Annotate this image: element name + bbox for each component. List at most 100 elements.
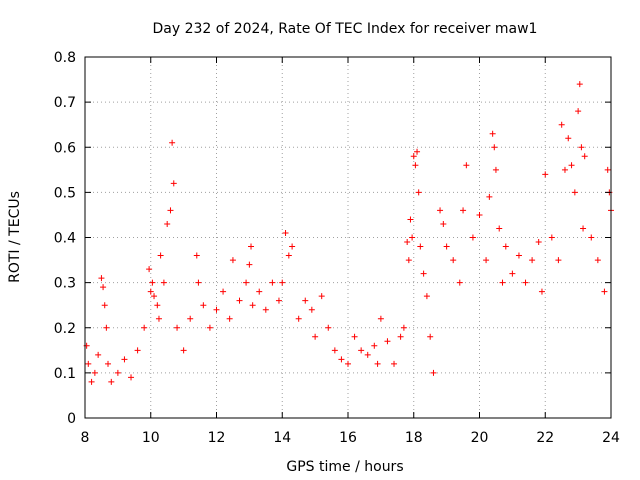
data-point bbox=[371, 342, 378, 349]
data-point bbox=[157, 252, 164, 259]
data-point bbox=[576, 81, 583, 88]
data-point bbox=[414, 148, 421, 155]
y-tick-label: 0.8 bbox=[54, 50, 76, 66]
data-point bbox=[229, 257, 236, 264]
data-point bbox=[134, 347, 141, 354]
data-point bbox=[509, 270, 516, 277]
data-point bbox=[295, 315, 302, 322]
data-point bbox=[555, 257, 562, 264]
data-point bbox=[404, 239, 411, 246]
data-point bbox=[588, 234, 595, 241]
data-point bbox=[160, 279, 167, 286]
data-point bbox=[575, 108, 582, 115]
data-point bbox=[604, 166, 611, 173]
y-tick-label: 0.5 bbox=[54, 185, 76, 201]
x-tick-label: 20 bbox=[471, 430, 489, 446]
data-point bbox=[101, 302, 108, 309]
data-point bbox=[282, 229, 289, 236]
data-point bbox=[580, 225, 587, 232]
data-point bbox=[325, 324, 332, 331]
y-tick-label: 0.2 bbox=[54, 321, 76, 337]
data-point bbox=[105, 360, 112, 367]
data-point bbox=[565, 135, 572, 142]
data-point bbox=[601, 288, 608, 295]
data-point bbox=[558, 121, 565, 128]
data-point bbox=[351, 333, 358, 340]
data-point bbox=[578, 144, 585, 151]
y-tick-label: 0.6 bbox=[54, 140, 76, 156]
data-point bbox=[469, 234, 476, 241]
data-point bbox=[502, 243, 509, 250]
data-point bbox=[430, 369, 437, 376]
data-point bbox=[397, 333, 404, 340]
data-point bbox=[456, 279, 463, 286]
y-axis-label: ROTI / TECUs bbox=[7, 191, 23, 283]
x-tick-label: 12 bbox=[208, 430, 226, 446]
data-point bbox=[384, 338, 391, 345]
data-point bbox=[489, 130, 496, 137]
data-point bbox=[275, 297, 282, 304]
data-point bbox=[476, 211, 483, 218]
data-point bbox=[308, 306, 315, 313]
data-point bbox=[114, 369, 121, 376]
data-point bbox=[193, 252, 200, 259]
data-point bbox=[167, 207, 174, 214]
data-point bbox=[437, 207, 444, 214]
x-tick-label: 22 bbox=[536, 430, 554, 446]
data-point bbox=[195, 279, 202, 286]
data-point bbox=[262, 306, 269, 313]
data-point bbox=[279, 279, 286, 286]
data-point bbox=[417, 243, 424, 250]
data-point bbox=[187, 315, 194, 322]
data-point bbox=[400, 324, 407, 331]
data-point bbox=[522, 279, 529, 286]
x-tick-label: 18 bbox=[405, 430, 423, 446]
data-point bbox=[302, 297, 309, 304]
data-point bbox=[289, 243, 296, 250]
data-point bbox=[427, 333, 434, 340]
data-point bbox=[200, 302, 207, 309]
x-tick-label: 16 bbox=[339, 430, 357, 446]
data-point bbox=[515, 252, 522, 259]
y-tick-label: 0 bbox=[67, 411, 76, 427]
data-point bbox=[95, 351, 102, 358]
data-point bbox=[174, 324, 181, 331]
data-point bbox=[141, 324, 148, 331]
data-point bbox=[243, 279, 250, 286]
data-point bbox=[412, 162, 419, 169]
data-point bbox=[483, 257, 490, 264]
data-point bbox=[213, 306, 220, 313]
data-point bbox=[391, 360, 398, 367]
data-point bbox=[440, 220, 447, 227]
data-point bbox=[155, 315, 162, 322]
data-point bbox=[164, 220, 171, 227]
x-axis-label: GPS time / hours bbox=[286, 459, 403, 475]
data-point bbox=[561, 166, 568, 173]
data-point bbox=[571, 189, 578, 196]
data-point bbox=[108, 378, 115, 385]
x-tick-label: 8 bbox=[81, 430, 90, 446]
data-point bbox=[151, 293, 158, 300]
data-point bbox=[529, 257, 536, 264]
data-point bbox=[100, 284, 107, 291]
data-point bbox=[147, 288, 154, 295]
y-tick-label: 0.7 bbox=[54, 95, 76, 111]
data-point bbox=[491, 144, 498, 151]
data-point bbox=[460, 207, 467, 214]
data-point bbox=[496, 225, 503, 232]
data-point bbox=[103, 324, 110, 331]
y-tick-label: 0.4 bbox=[54, 231, 76, 247]
data-point bbox=[331, 347, 338, 354]
data-point bbox=[410, 153, 417, 160]
data-point bbox=[248, 243, 255, 250]
data-point bbox=[85, 360, 92, 367]
x-tick-label: 10 bbox=[142, 430, 160, 446]
data-point bbox=[423, 293, 430, 300]
data-point bbox=[358, 347, 365, 354]
data-point bbox=[486, 193, 493, 200]
data-point bbox=[121, 356, 128, 363]
data-point bbox=[154, 302, 161, 309]
data-point bbox=[226, 315, 233, 322]
data-point bbox=[246, 261, 253, 268]
x-axis-ticks: 8 10 12 14 16 18 20 22 24 bbox=[81, 57, 620, 446]
